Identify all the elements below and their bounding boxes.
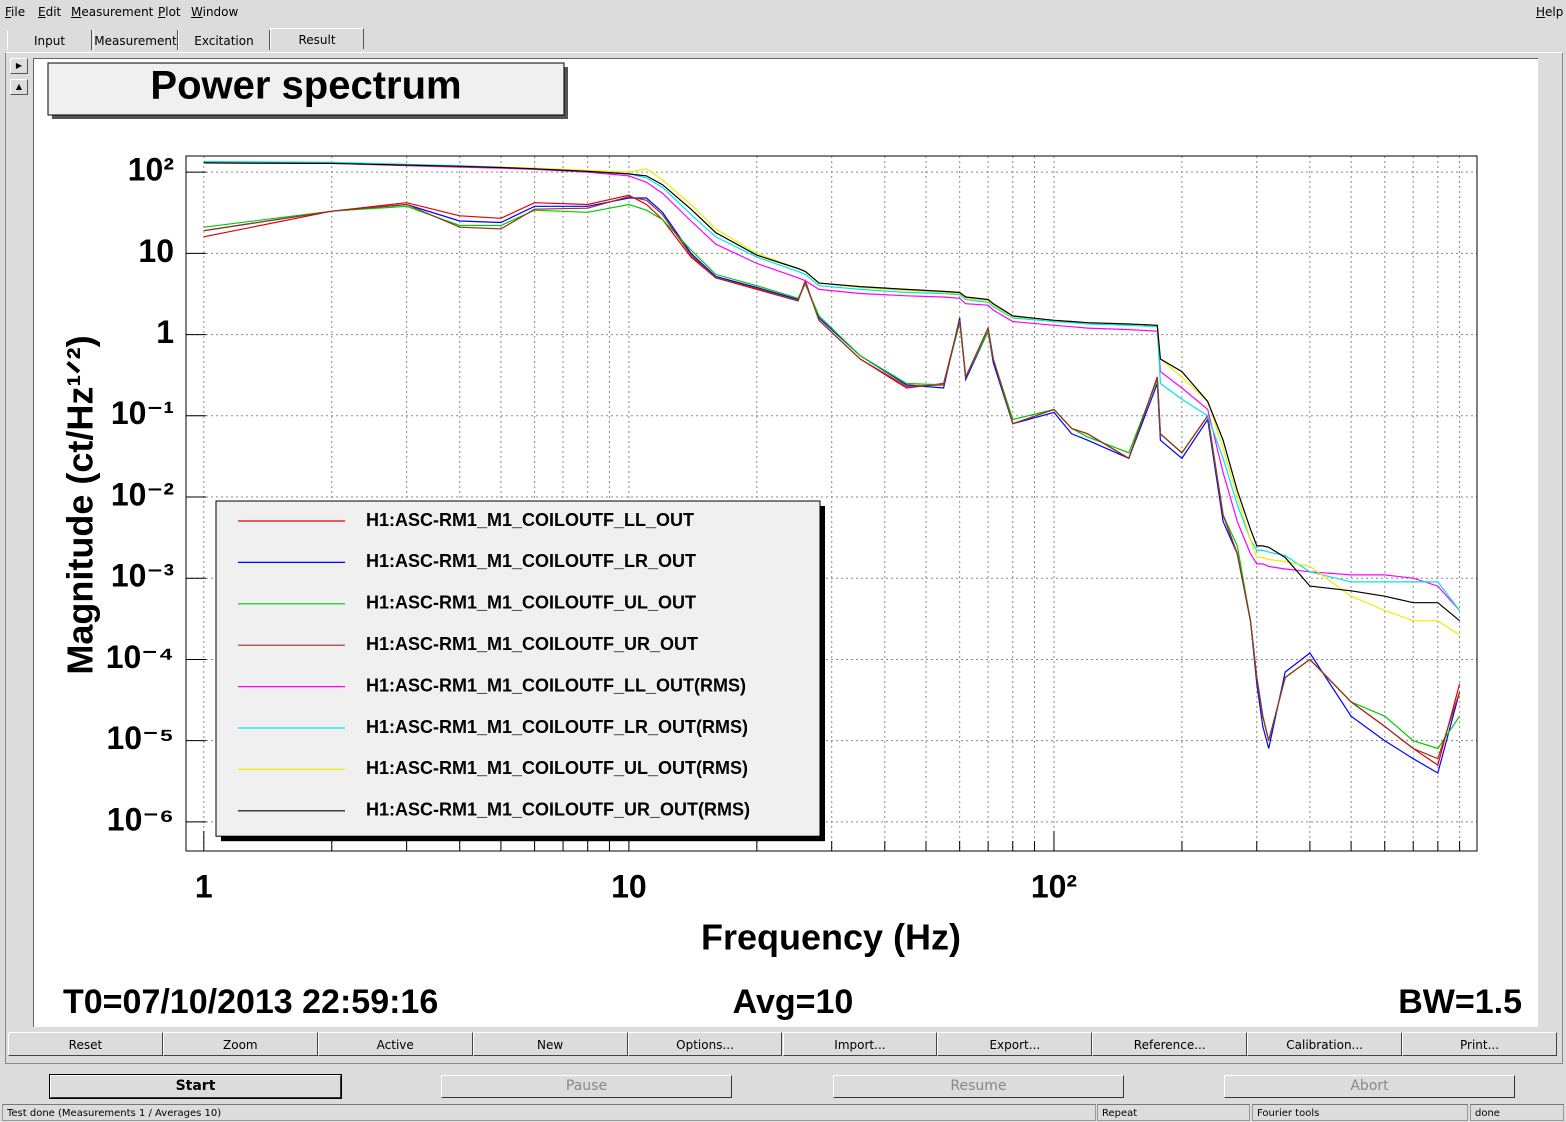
legend-label: H1:ASC-RM1_M1_COILOUTF_LL_OUT bbox=[366, 510, 694, 530]
y-tick-label: 10⁻⁴ bbox=[106, 639, 174, 675]
tab[interactable]: Measurement bbox=[93, 30, 178, 50]
y-tick-label: 10⁻³ bbox=[111, 558, 174, 594]
legend-box bbox=[215, 500, 821, 837]
plot-button[interactable]: Zoom bbox=[162, 1032, 318, 1056]
title-box bbox=[47, 62, 565, 116]
plot-frame bbox=[185, 155, 1478, 852]
plot-button[interactable]: Active bbox=[317, 1032, 473, 1056]
scroll-right-button[interactable]: ▶ bbox=[10, 58, 28, 74]
tab[interactable]: Result bbox=[270, 28, 364, 49]
control-button[interactable]: Start bbox=[49, 1074, 342, 1099]
plot-button[interactable]: Reference... bbox=[1092, 1032, 1248, 1056]
menu-item[interactable]: Window bbox=[191, 5, 239, 19]
x-tick-label: 10 bbox=[611, 868, 647, 904]
t0-annotation: T0=07/10/2013 22:59:16 bbox=[63, 983, 438, 1021]
legend-label: H1:ASC-RM1_M1_COILOUTF_UL_OUT bbox=[366, 593, 696, 613]
control-button: Resume bbox=[833, 1075, 1124, 1098]
control-button: Abort bbox=[1224, 1075, 1515, 1098]
legend-label: H1:ASC-RM1_M1_COILOUTF_LL_OUT(RMS) bbox=[366, 675, 746, 695]
plot-button[interactable]: Reset bbox=[8, 1032, 163, 1056]
legend-label: H1:ASC-RM1_M1_COILOUTF_UR_OUT bbox=[366, 634, 698, 654]
y-tick-label: 10⁻⁶ bbox=[107, 801, 174, 837]
legend-label: H1:ASC-RM1_M1_COILOUTF_LR_OUT(RMS) bbox=[366, 717, 748, 737]
y-tick-label: 1 bbox=[156, 314, 174, 350]
menu-item[interactable]: File bbox=[5, 5, 26, 19]
series-line bbox=[203, 162, 1461, 611]
plot-button[interactable]: Options... bbox=[627, 1032, 783, 1056]
legend-label: H1:ASC-RM1_M1_COILOUTF_LR_OUT bbox=[366, 551, 696, 571]
avg-annotation: Avg=10 bbox=[733, 983, 854, 1021]
y-tick-label: 10⁻¹ bbox=[111, 395, 174, 431]
menu-item[interactable]: Edit bbox=[38, 5, 62, 19]
y-axis-label: Magnitude (ct/Hz¹ᐟ²) bbox=[60, 335, 101, 674]
y-tick-label: 10⁻⁵ bbox=[106, 720, 174, 756]
scroll-up-button[interactable]: ▲ bbox=[10, 79, 28, 95]
chart: Power spectrum Frequency (Hz) Magnitude … bbox=[47, 62, 1522, 1021]
x-tick-label: 1 bbox=[195, 868, 213, 904]
tab[interactable]: Input bbox=[7, 30, 92, 50]
bw-annotation: BW=1.5 bbox=[1398, 983, 1522, 1021]
tab[interactable]: Excitation bbox=[178, 30, 270, 50]
chart-title: Power spectrum bbox=[150, 64, 461, 108]
series-line bbox=[203, 162, 1460, 636]
plot-button[interactable]: Calibration... bbox=[1247, 1032, 1403, 1056]
x-axis-label: Frequency (Hz) bbox=[701, 917, 961, 958]
series-line bbox=[203, 162, 1460, 622]
series-line bbox=[203, 160, 1461, 611]
plot-button[interactable]: Export... bbox=[937, 1032, 1093, 1056]
legend-label: H1:ASC-RM1_M1_COILOUTF_UL_OUT(RMS) bbox=[366, 758, 748, 778]
menu-item[interactable]: Measurement bbox=[71, 5, 154, 19]
plot-button[interactable]: Print... bbox=[1402, 1032, 1557, 1056]
plot-button[interactable]: Import... bbox=[782, 1032, 938, 1056]
status-field: Test done (Measurements 1 / Averages 10) bbox=[2, 1104, 1096, 1121]
x-tick-label: 10² bbox=[1031, 868, 1077, 904]
menu-item[interactable]: Plot bbox=[158, 5, 181, 19]
status-field: Repeat bbox=[1097, 1104, 1250, 1121]
menu-item[interactable]: Help bbox=[1536, 5, 1564, 19]
control-button: Pause bbox=[441, 1075, 732, 1098]
series-line bbox=[203, 195, 1461, 760]
y-tick-label: 10² bbox=[128, 152, 174, 188]
plot-button[interactable]: New bbox=[472, 1032, 628, 1056]
status-field: Fourier tools bbox=[1252, 1104, 1468, 1121]
status-field: done bbox=[1470, 1104, 1564, 1121]
menu-bar: File Edit Measurement Plot Window Help bbox=[0, 0, 1566, 26]
y-tick-label: 10 bbox=[138, 233, 174, 269]
result-panel bbox=[5, 52, 1563, 1064]
legend-label: H1:ASC-RM1_M1_COILOUTF_UR_OUT(RMS) bbox=[366, 800, 750, 820]
y-tick-label: 10⁻² bbox=[111, 476, 174, 512]
